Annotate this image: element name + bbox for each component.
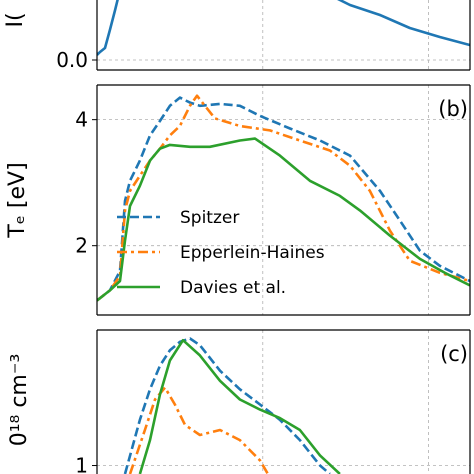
panel-label: (b) (438, 97, 468, 121)
data-line (128, 386, 270, 474)
data-line (97, 137, 470, 302)
y-tick-label: 0.0 (56, 48, 88, 72)
data-line (138, 338, 341, 474)
plot-area (97, 0, 470, 56)
y-tick-label: 2 (75, 234, 88, 258)
legend-label: Epperlein-Haines (180, 243, 325, 263)
y-axis-label: 0¹⁸ cm⁻³ (7, 354, 32, 447)
data-line (97, 96, 470, 302)
y-tick-label: 1 (75, 454, 88, 474)
data-line (123, 337, 331, 474)
legend-label: Davies et al. (180, 278, 286, 298)
panel-label: (c) (440, 342, 468, 366)
y-tick-label: 4 (75, 108, 88, 132)
data-line (97, 94, 470, 302)
data-line (97, 0, 470, 56)
y-axis-label: I( (3, 12, 28, 27)
legend-label: Spitzer (180, 208, 239, 228)
y-axis-label: Tₑ [eV] (5, 162, 30, 238)
plot-area (97, 94, 470, 302)
plot-area (123, 337, 341, 474)
